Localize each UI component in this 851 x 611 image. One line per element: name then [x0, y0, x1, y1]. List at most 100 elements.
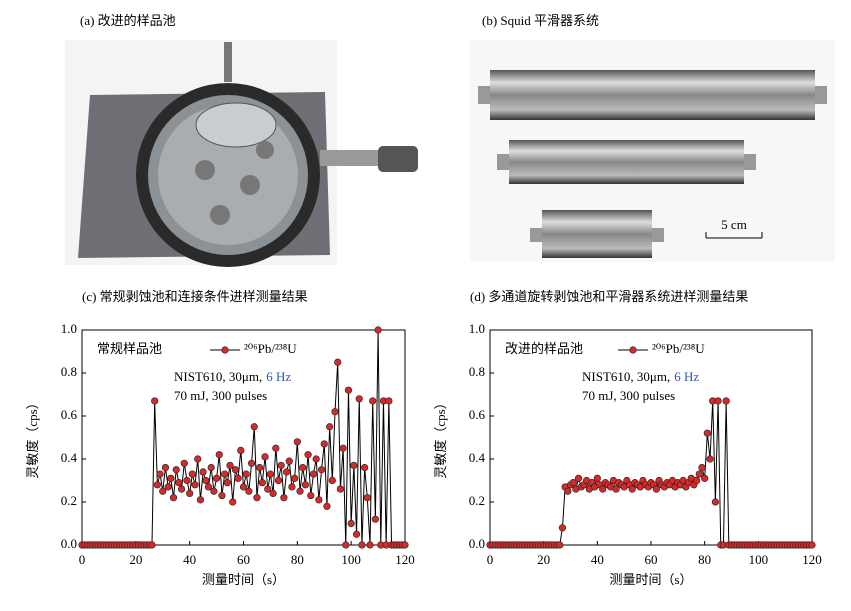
x-tick-label: 120 — [395, 552, 415, 567]
data-point — [242, 470, 250, 478]
x-tick-label: 40 — [591, 552, 604, 567]
data-point — [202, 476, 210, 485]
x-tick-label: 80 — [291, 552, 304, 567]
data-point — [280, 494, 288, 502]
data-point — [215, 451, 223, 459]
x-tick-label: 40 — [183, 552, 196, 567]
data-point — [301, 481, 310, 489]
data-point — [558, 524, 567, 532]
data-point — [695, 470, 703, 478]
data-point — [334, 358, 342, 366]
data-point — [564, 487, 572, 495]
data-point — [711, 498, 720, 506]
data-point — [701, 474, 709, 482]
data-point — [288, 483, 296, 491]
data-point — [183, 476, 191, 485]
legend-marker — [629, 346, 637, 354]
data-point — [250, 423, 258, 431]
data-point — [164, 483, 172, 491]
legend-label: ²⁰⁶Pb/²³⁸U — [244, 341, 297, 356]
data-point — [628, 485, 636, 493]
data-point — [336, 485, 345, 493]
data-point — [229, 498, 237, 506]
data-point — [296, 487, 304, 495]
data-point — [256, 464, 264, 472]
annotation: 常规样品池 — [97, 341, 162, 356]
annotation: 6 Hz — [674, 369, 699, 384]
data-point — [808, 541, 816, 549]
data-point — [172, 466, 180, 474]
photo-caption: (b) Squid 平滑器系统 — [482, 13, 599, 28]
data-point — [363, 494, 371, 502]
data-point — [196, 496, 205, 504]
data-point — [366, 541, 374, 549]
data-point — [574, 474, 583, 482]
data-point — [191, 481, 199, 489]
data-point — [266, 470, 275, 478]
x-tick-label: 100 — [341, 552, 361, 567]
x-tick-label: 60 — [237, 552, 250, 567]
data-point — [352, 530, 361, 538]
chart-title: (d) 多通道旋转剥蚀池和平滑器系统进样测量结果 — [470, 289, 748, 304]
data-point — [277, 461, 285, 470]
y-tick-label: 0.8 — [469, 364, 485, 379]
data-point — [194, 455, 202, 463]
x-tick-label: 20 — [129, 552, 142, 567]
data-point — [312, 455, 320, 463]
data-point — [253, 494, 261, 502]
data-point — [148, 541, 156, 549]
data-point — [698, 464, 706, 472]
data-point — [234, 474, 242, 482]
data-point — [722, 397, 730, 405]
legend-label: ²⁰⁶Pb/²³⁸U — [652, 341, 705, 356]
x-tick-label: 120 — [802, 552, 822, 567]
annotation: 改进的样品池 — [505, 341, 583, 356]
legend-marker — [221, 346, 229, 354]
plot-frame — [489, 329, 813, 546]
annotation: 70 mJ, 300 pulses — [582, 388, 675, 403]
data-point — [239, 483, 248, 491]
data-point — [161, 464, 170, 472]
y-tick-label: 1.0 — [61, 321, 77, 336]
data-point — [272, 444, 280, 452]
data-point — [593, 474, 601, 482]
chart-title: (c) 常规剥蚀池和连接条件进样测量结果 — [82, 289, 308, 304]
data-point — [714, 397, 722, 405]
data-point — [247, 459, 256, 467]
series-line — [82, 329, 405, 546]
data-point — [328, 476, 336, 485]
data-point — [204, 483, 213, 491]
y-axis-label: 灵敏度（cps） — [433, 396, 448, 478]
data-point — [188, 470, 196, 478]
data-point — [304, 451, 312, 459]
data-point — [350, 461, 358, 470]
data-point — [320, 440, 328, 448]
data-point — [323, 502, 331, 510]
data-point — [331, 408, 339, 416]
data-point — [269, 489, 277, 498]
x-axis-label: 测量时间（s） — [202, 572, 285, 587]
data-point — [151, 397, 159, 405]
y-tick-label: 0.2 — [469, 493, 485, 508]
data-point — [371, 515, 379, 523]
y-tick-label: 0.6 — [469, 407, 486, 422]
data-point — [231, 466, 240, 474]
data-point — [199, 468, 207, 476]
scale-label: 5 cm — [721, 217, 747, 232]
x-tick-label: 60 — [645, 552, 658, 567]
data-point — [261, 453, 269, 461]
data-point — [291, 474, 299, 482]
data-point — [652, 485, 660, 493]
data-point — [274, 476, 283, 485]
data-point — [347, 519, 355, 528]
data-point — [282, 468, 291, 476]
data-point — [693, 476, 701, 485]
data-point — [218, 491, 226, 500]
y-tick-label: 0.4 — [469, 450, 486, 465]
y-axis-label: 灵敏度（cps） — [25, 396, 40, 478]
annotation: NIST610, 30μm, — [174, 369, 262, 384]
data-point — [237, 446, 245, 455]
x-tick-label: 80 — [698, 552, 711, 567]
data-point — [358, 541, 366, 549]
y-tick-label: 1.0 — [469, 321, 485, 336]
